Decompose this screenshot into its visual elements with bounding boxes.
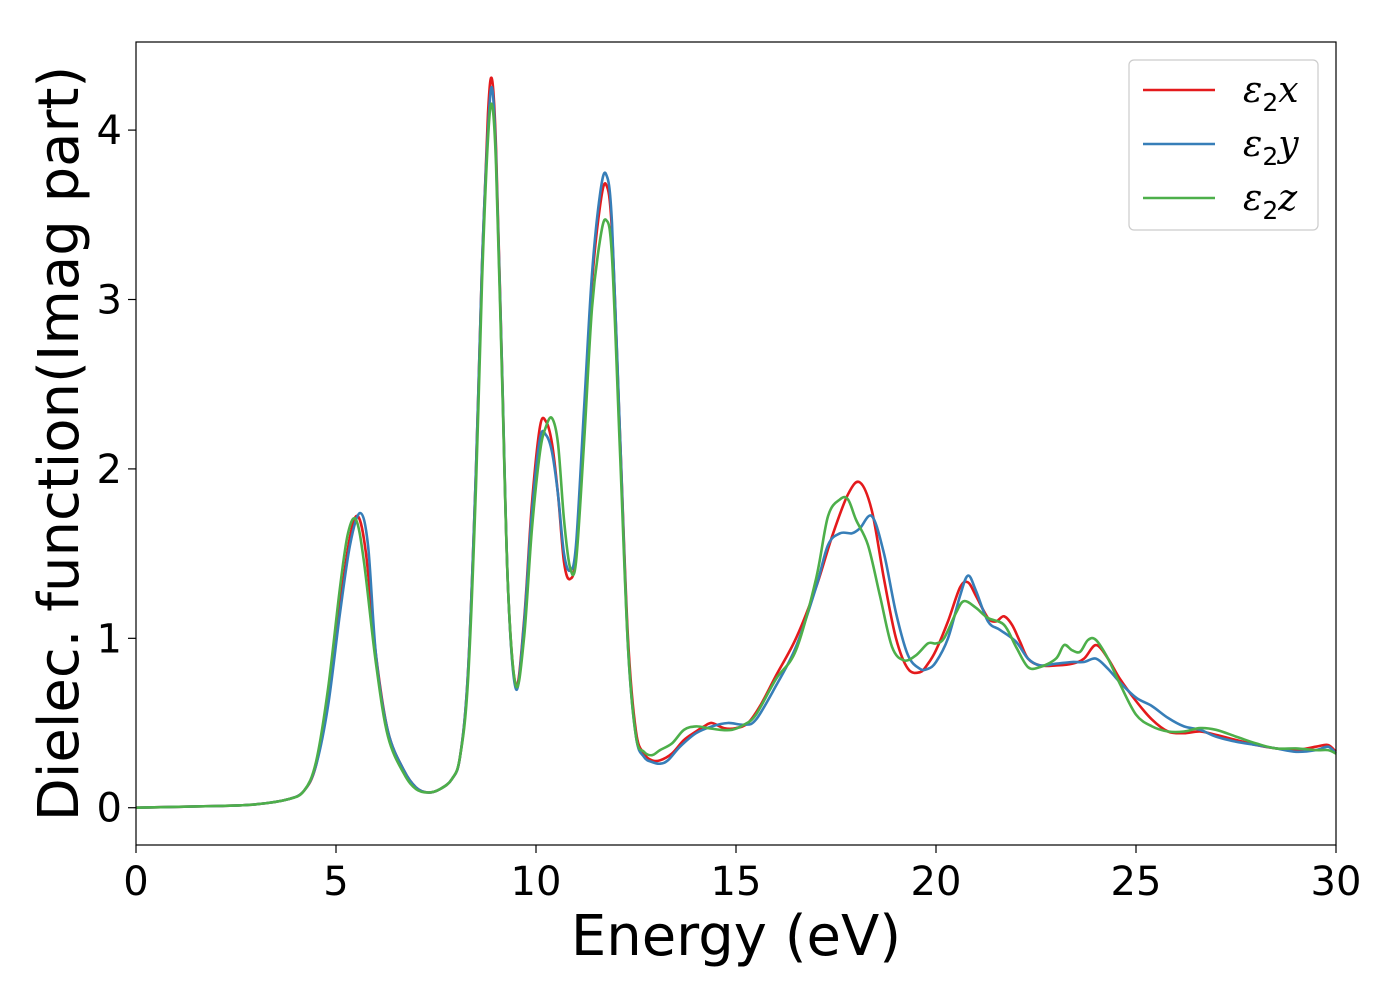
legend-box (1128, 59, 1319, 231)
legend-subscript: 2 (1262, 88, 1278, 117)
y-tick-label: 4 (97, 108, 122, 154)
x-tick-label: 5 (323, 859, 348, 905)
legend-label-z: ε2z (1243, 178, 1298, 225)
y-axis: 0 1 2 3 4 (97, 108, 136, 832)
series-line-z (135, 102, 1337, 809)
x-tick-label: 0 (123, 859, 148, 905)
x-axis-title: Energy (eV) (571, 904, 901, 969)
y-tick-label: 1 (97, 616, 122, 662)
legend-component: y (1276, 124, 1299, 165)
x-axis: 0 5 10 15 20 25 30 (123, 845, 1361, 905)
x-tick-label: 30 (1311, 859, 1362, 905)
legend-component: z (1277, 178, 1298, 219)
legend-symbol: ε (1243, 178, 1262, 219)
y-tick-label: 0 (97, 786, 122, 832)
x-tick-label: 20 (911, 859, 962, 905)
legend-subscript: 2 (1262, 142, 1278, 171)
legend-component: x (1278, 70, 1298, 111)
legend-symbol: ε (1243, 124, 1262, 165)
y-axis-title: Dielec. function(Imag part) (27, 66, 92, 822)
series-layer (135, 76, 1337, 809)
y-tick-label: 2 (97, 447, 122, 493)
x-tick-label: 15 (711, 859, 762, 905)
legend-subscript: 2 (1262, 196, 1278, 225)
legend-symbol: ε (1243, 70, 1262, 111)
legend-label-y: ε2y (1243, 124, 1299, 171)
x-tick-label: 10 (511, 859, 562, 905)
y-tick-label: 3 (97, 278, 122, 324)
x-tick-label: 25 (1111, 859, 1162, 905)
legend-label-x: ε2x (1243, 70, 1299, 117)
